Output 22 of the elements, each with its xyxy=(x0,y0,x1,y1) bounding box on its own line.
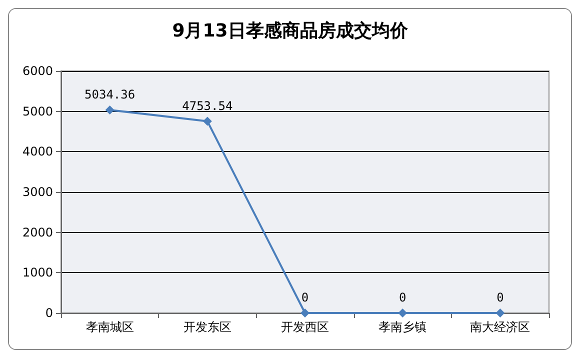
data-label: 5034.36 xyxy=(84,87,136,102)
y-tick-label: 4000 xyxy=(22,144,53,159)
y-tick-label: 1000 xyxy=(22,266,53,280)
y-tick-label: 2000 xyxy=(22,225,53,240)
data-label: 4753.54 xyxy=(182,98,233,113)
x-tick-label: 孝南乡镇 xyxy=(378,320,427,334)
y-tick-label: 6000 xyxy=(22,64,53,78)
chart-title: 9月13日孝感商品房成交均价 xyxy=(172,20,409,42)
data-label: 0 xyxy=(496,290,504,304)
point xyxy=(105,105,114,114)
point xyxy=(496,308,505,318)
y-tick-label: 0 xyxy=(45,306,53,320)
y-tick-label: 5000 xyxy=(22,104,53,118)
data-label: 0 xyxy=(301,290,309,304)
x-tick-label: 孝南城区 xyxy=(86,320,134,334)
data-label: 0 xyxy=(398,290,406,304)
x-tick-label: 南大经济区 xyxy=(470,320,530,334)
y-tick-label: 3000 xyxy=(22,185,53,199)
point xyxy=(300,308,310,318)
x-tick-label: 开发西区 xyxy=(281,320,329,334)
x-tick-label: 开发东区 xyxy=(183,320,232,334)
point xyxy=(202,116,212,126)
